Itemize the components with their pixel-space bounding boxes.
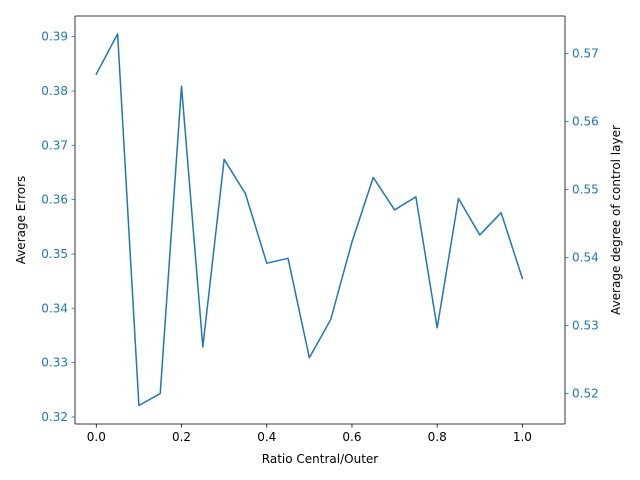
y-tick-label: 0.37 [41, 138, 68, 152]
x-tick-label: 0.4 [257, 430, 276, 444]
y-tick-label: 0.38 [41, 84, 68, 98]
y2-tick-label: 0.52 [572, 386, 599, 400]
x-tick-label: 0.8 [428, 430, 447, 444]
x-tick-label: 0.2 [172, 430, 191, 444]
y-tick-label: 0.32 [41, 410, 68, 424]
y2-axis-label: Average degree of control layer [609, 125, 623, 315]
x-axis-ticks: 0.0 0.2 0.4 0.6 0.8 1.0 [87, 424, 532, 444]
y2-axis-ticks: 0.52 0.53 0.54 0.55 0.56 0.57 [565, 46, 599, 400]
y2-tick-label: 0.54 [572, 250, 599, 264]
y-tick-label: 0.35 [41, 247, 68, 261]
y2-tick-label: 0.55 [572, 182, 599, 196]
x-axis-label: Ratio Central/Outer [262, 452, 378, 466]
y2-tick-label: 0.53 [572, 318, 599, 332]
y-tick-label: 0.39 [41, 30, 68, 44]
y2-tick-label: 0.57 [572, 46, 599, 60]
series-layer [95, 33, 524, 407]
y-tick-label: 0.33 [41, 356, 68, 370]
y2-tick-label: 0.56 [572, 114, 599, 128]
series-line-0 [95, 33, 524, 407]
y-tick-label: 0.34 [41, 301, 68, 315]
axes-frame [74, 15, 566, 425]
y-tick-label: 0.36 [41, 193, 68, 207]
x-tick-label: 1.0 [513, 430, 532, 444]
y-axis-label: Average Errors [14, 176, 28, 265]
y-axis-ticks: 0.32 0.33 0.34 0.35 0.36 0.37 0.38 0.39 [41, 30, 75, 424]
x-tick-label: 0.0 [87, 430, 106, 444]
x-tick-label: 0.6 [342, 430, 361, 444]
